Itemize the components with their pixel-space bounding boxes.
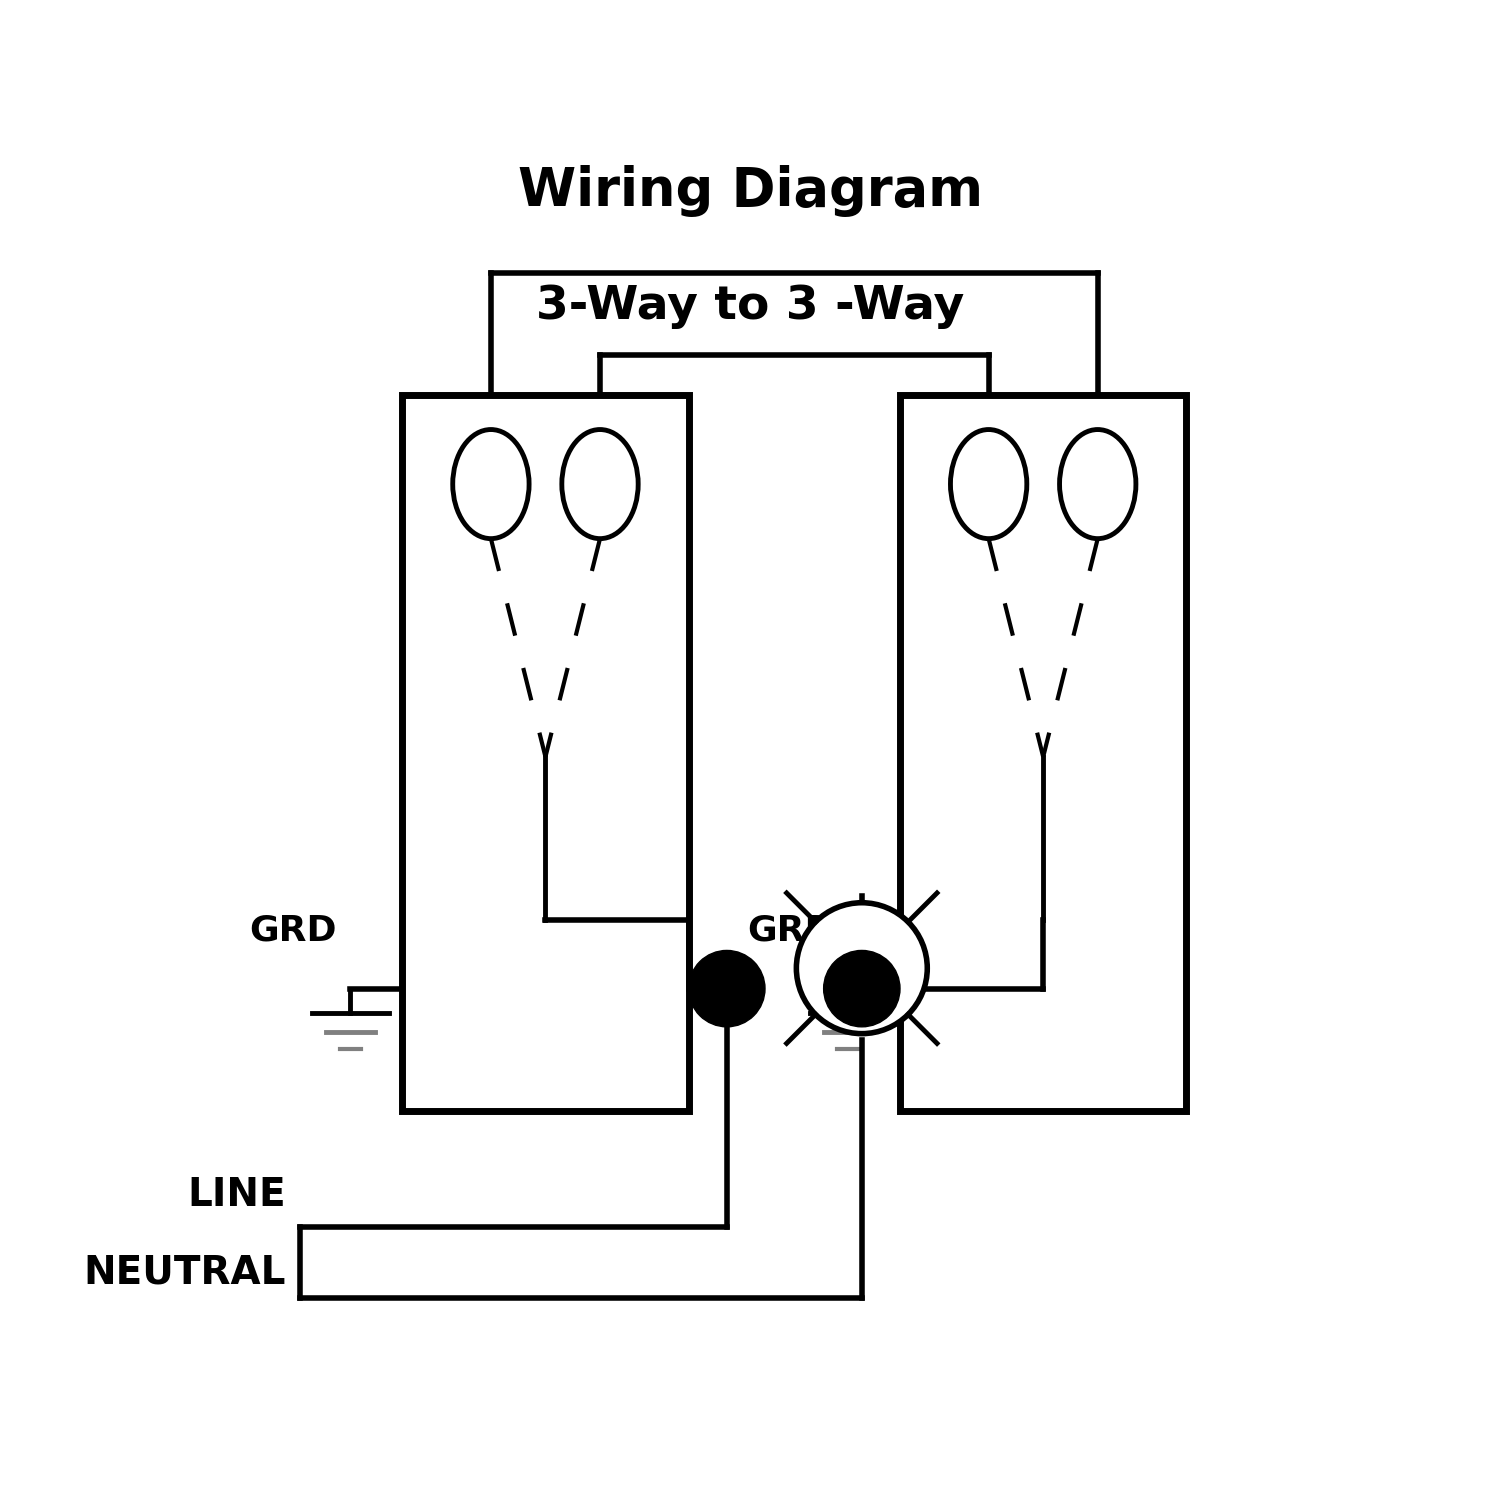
Ellipse shape: [453, 429, 530, 538]
Text: LINE: LINE: [188, 1176, 286, 1214]
Ellipse shape: [562, 429, 638, 538]
Ellipse shape: [951, 429, 1028, 538]
Ellipse shape: [1059, 429, 1136, 538]
Circle shape: [796, 903, 927, 1034]
Bar: [900, 396, 1186, 1112]
Text: NEUTRAL: NEUTRAL: [84, 1254, 286, 1292]
Text: L: L: [850, 951, 873, 986]
Text: Wiring Diagram: Wiring Diagram: [518, 165, 982, 218]
Text: GRD: GRD: [747, 914, 834, 948]
Text: 3-Way to 3 -Way: 3-Way to 3 -Way: [536, 285, 964, 330]
Circle shape: [824, 951, 900, 1028]
Circle shape: [688, 951, 765, 1028]
Text: GRD: GRD: [249, 914, 338, 948]
Bar: [402, 396, 688, 1112]
